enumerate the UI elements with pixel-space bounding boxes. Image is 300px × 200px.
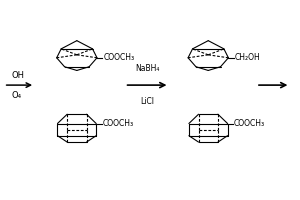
Text: OH: OH bbox=[11, 71, 24, 80]
Text: CH₂OH: CH₂OH bbox=[235, 53, 260, 62]
Text: O₄: O₄ bbox=[11, 91, 21, 100]
Text: COOCH₃: COOCH₃ bbox=[103, 53, 134, 62]
Text: COOCH₃: COOCH₃ bbox=[103, 119, 134, 128]
Text: LiCl: LiCl bbox=[140, 97, 154, 106]
Text: COOCH₃: COOCH₃ bbox=[234, 119, 265, 128]
Text: NaBH₄: NaBH₄ bbox=[135, 64, 159, 73]
